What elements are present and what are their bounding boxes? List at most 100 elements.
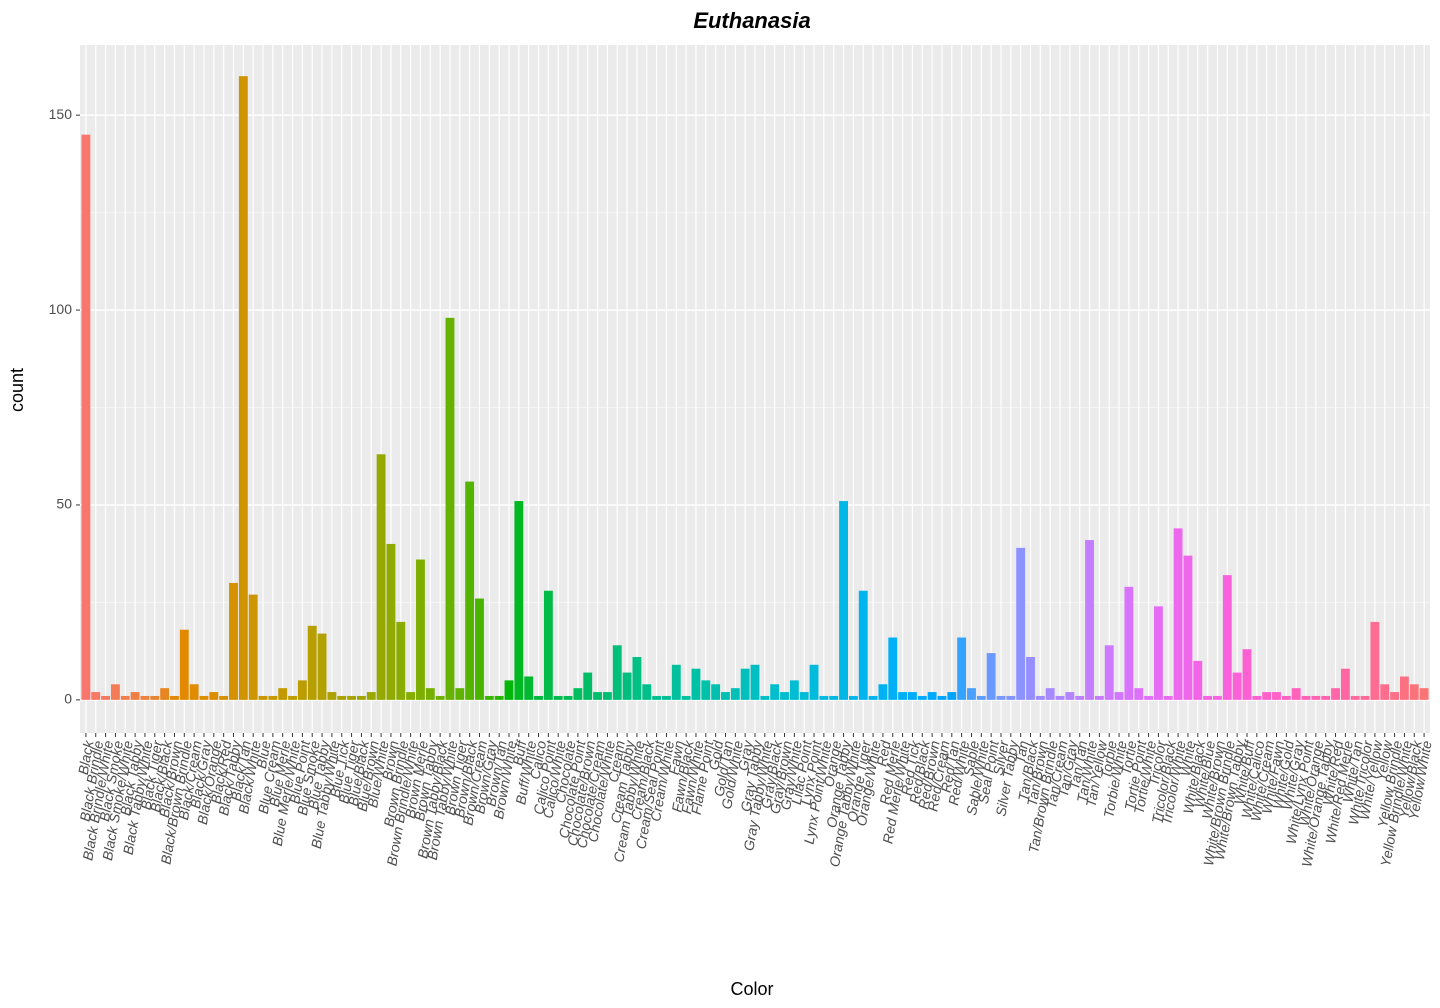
bar <box>425 688 435 700</box>
bar <box>780 692 789 700</box>
bar <box>1370 621 1380 700</box>
bar <box>1006 695 1016 700</box>
bar <box>396 621 406 700</box>
bar <box>297 680 307 700</box>
bar <box>1134 688 1144 700</box>
bar <box>740 668 750 700</box>
bar <box>1026 656 1035 700</box>
bar <box>730 688 740 700</box>
bar <box>1193 660 1203 700</box>
bar <box>819 695 829 700</box>
bar <box>494 695 504 700</box>
bar <box>101 695 111 700</box>
bar <box>691 668 701 700</box>
bar <box>721 692 730 700</box>
bar <box>1301 695 1311 700</box>
x-tick-label: Red <box>873 738 893 767</box>
bar <box>238 76 248 700</box>
bar <box>524 676 534 700</box>
bar <box>268 695 278 700</box>
bar <box>652 695 662 700</box>
bar <box>681 695 691 700</box>
bar <box>229 582 238 700</box>
bar <box>189 684 199 700</box>
bar <box>1232 672 1242 700</box>
bar <box>317 633 327 700</box>
bar <box>81 134 91 700</box>
x-tick-label: Silver <box>990 738 1012 777</box>
bar <box>1242 649 1252 700</box>
bar <box>534 695 543 700</box>
bar <box>1065 692 1075 700</box>
bar <box>632 656 642 700</box>
bar <box>1321 695 1331 700</box>
x-tick-label: Gold <box>705 738 726 771</box>
bar <box>337 695 347 700</box>
bar <box>307 625 317 700</box>
bar <box>986 653 996 700</box>
x-tick-label: Calico <box>527 739 550 780</box>
bar <box>662 695 671 700</box>
bar <box>140 695 150 700</box>
bar <box>435 695 445 700</box>
bar <box>957 637 967 700</box>
x-axis-title: Color <box>730 979 773 999</box>
bar <box>258 695 268 700</box>
bar <box>504 680 514 700</box>
x-tick-label: Cream <box>605 739 628 783</box>
bar <box>445 317 455 700</box>
bar <box>1252 695 1262 700</box>
bar <box>858 590 868 700</box>
bar <box>91 692 101 700</box>
bar <box>868 695 878 700</box>
x-tick-label: Tortie <box>1118 739 1140 776</box>
bar <box>917 695 927 700</box>
bar <box>1045 688 1055 700</box>
bar <box>602 692 612 700</box>
y-tick-label: 100 <box>49 301 73 317</box>
bar <box>248 594 258 700</box>
x-tick-label: Blue <box>253 739 274 770</box>
bar <box>711 684 721 700</box>
y-axis-title: count <box>7 368 27 412</box>
bar <box>1124 586 1134 700</box>
bar <box>455 688 465 700</box>
bar <box>799 692 809 700</box>
bar <box>701 680 711 700</box>
bar <box>1144 695 1154 700</box>
bar <box>937 695 947 700</box>
bar <box>160 688 170 700</box>
bar <box>1262 692 1272 700</box>
bar <box>967 688 976 700</box>
bar <box>789 680 799 700</box>
x-tick-label: Brown <box>379 739 402 781</box>
bar <box>848 695 858 700</box>
bar <box>347 695 357 700</box>
bar <box>563 695 573 700</box>
bar <box>110 684 120 700</box>
bar <box>1380 684 1390 700</box>
bar <box>278 688 288 700</box>
bar <box>1173 528 1183 700</box>
bar <box>1163 695 1173 700</box>
bar <box>927 692 937 700</box>
bar <box>1281 695 1291 700</box>
bar <box>1075 695 1085 700</box>
bar <box>170 695 179 700</box>
bar <box>1291 688 1301 700</box>
bar <box>1360 695 1370 700</box>
bar <box>514 501 524 700</box>
x-tick-label: Fawn <box>665 739 687 776</box>
y-tick-label: 150 <box>49 106 73 122</box>
bar <box>1390 692 1400 700</box>
bar <box>1016 547 1026 700</box>
bar <box>770 684 780 700</box>
bar <box>1055 695 1065 700</box>
x-tick-label: White <box>1177 739 1199 777</box>
bar <box>1085 540 1094 700</box>
bar <box>130 692 140 700</box>
bar <box>829 695 839 700</box>
bar <box>1419 688 1429 700</box>
bar <box>219 695 229 700</box>
